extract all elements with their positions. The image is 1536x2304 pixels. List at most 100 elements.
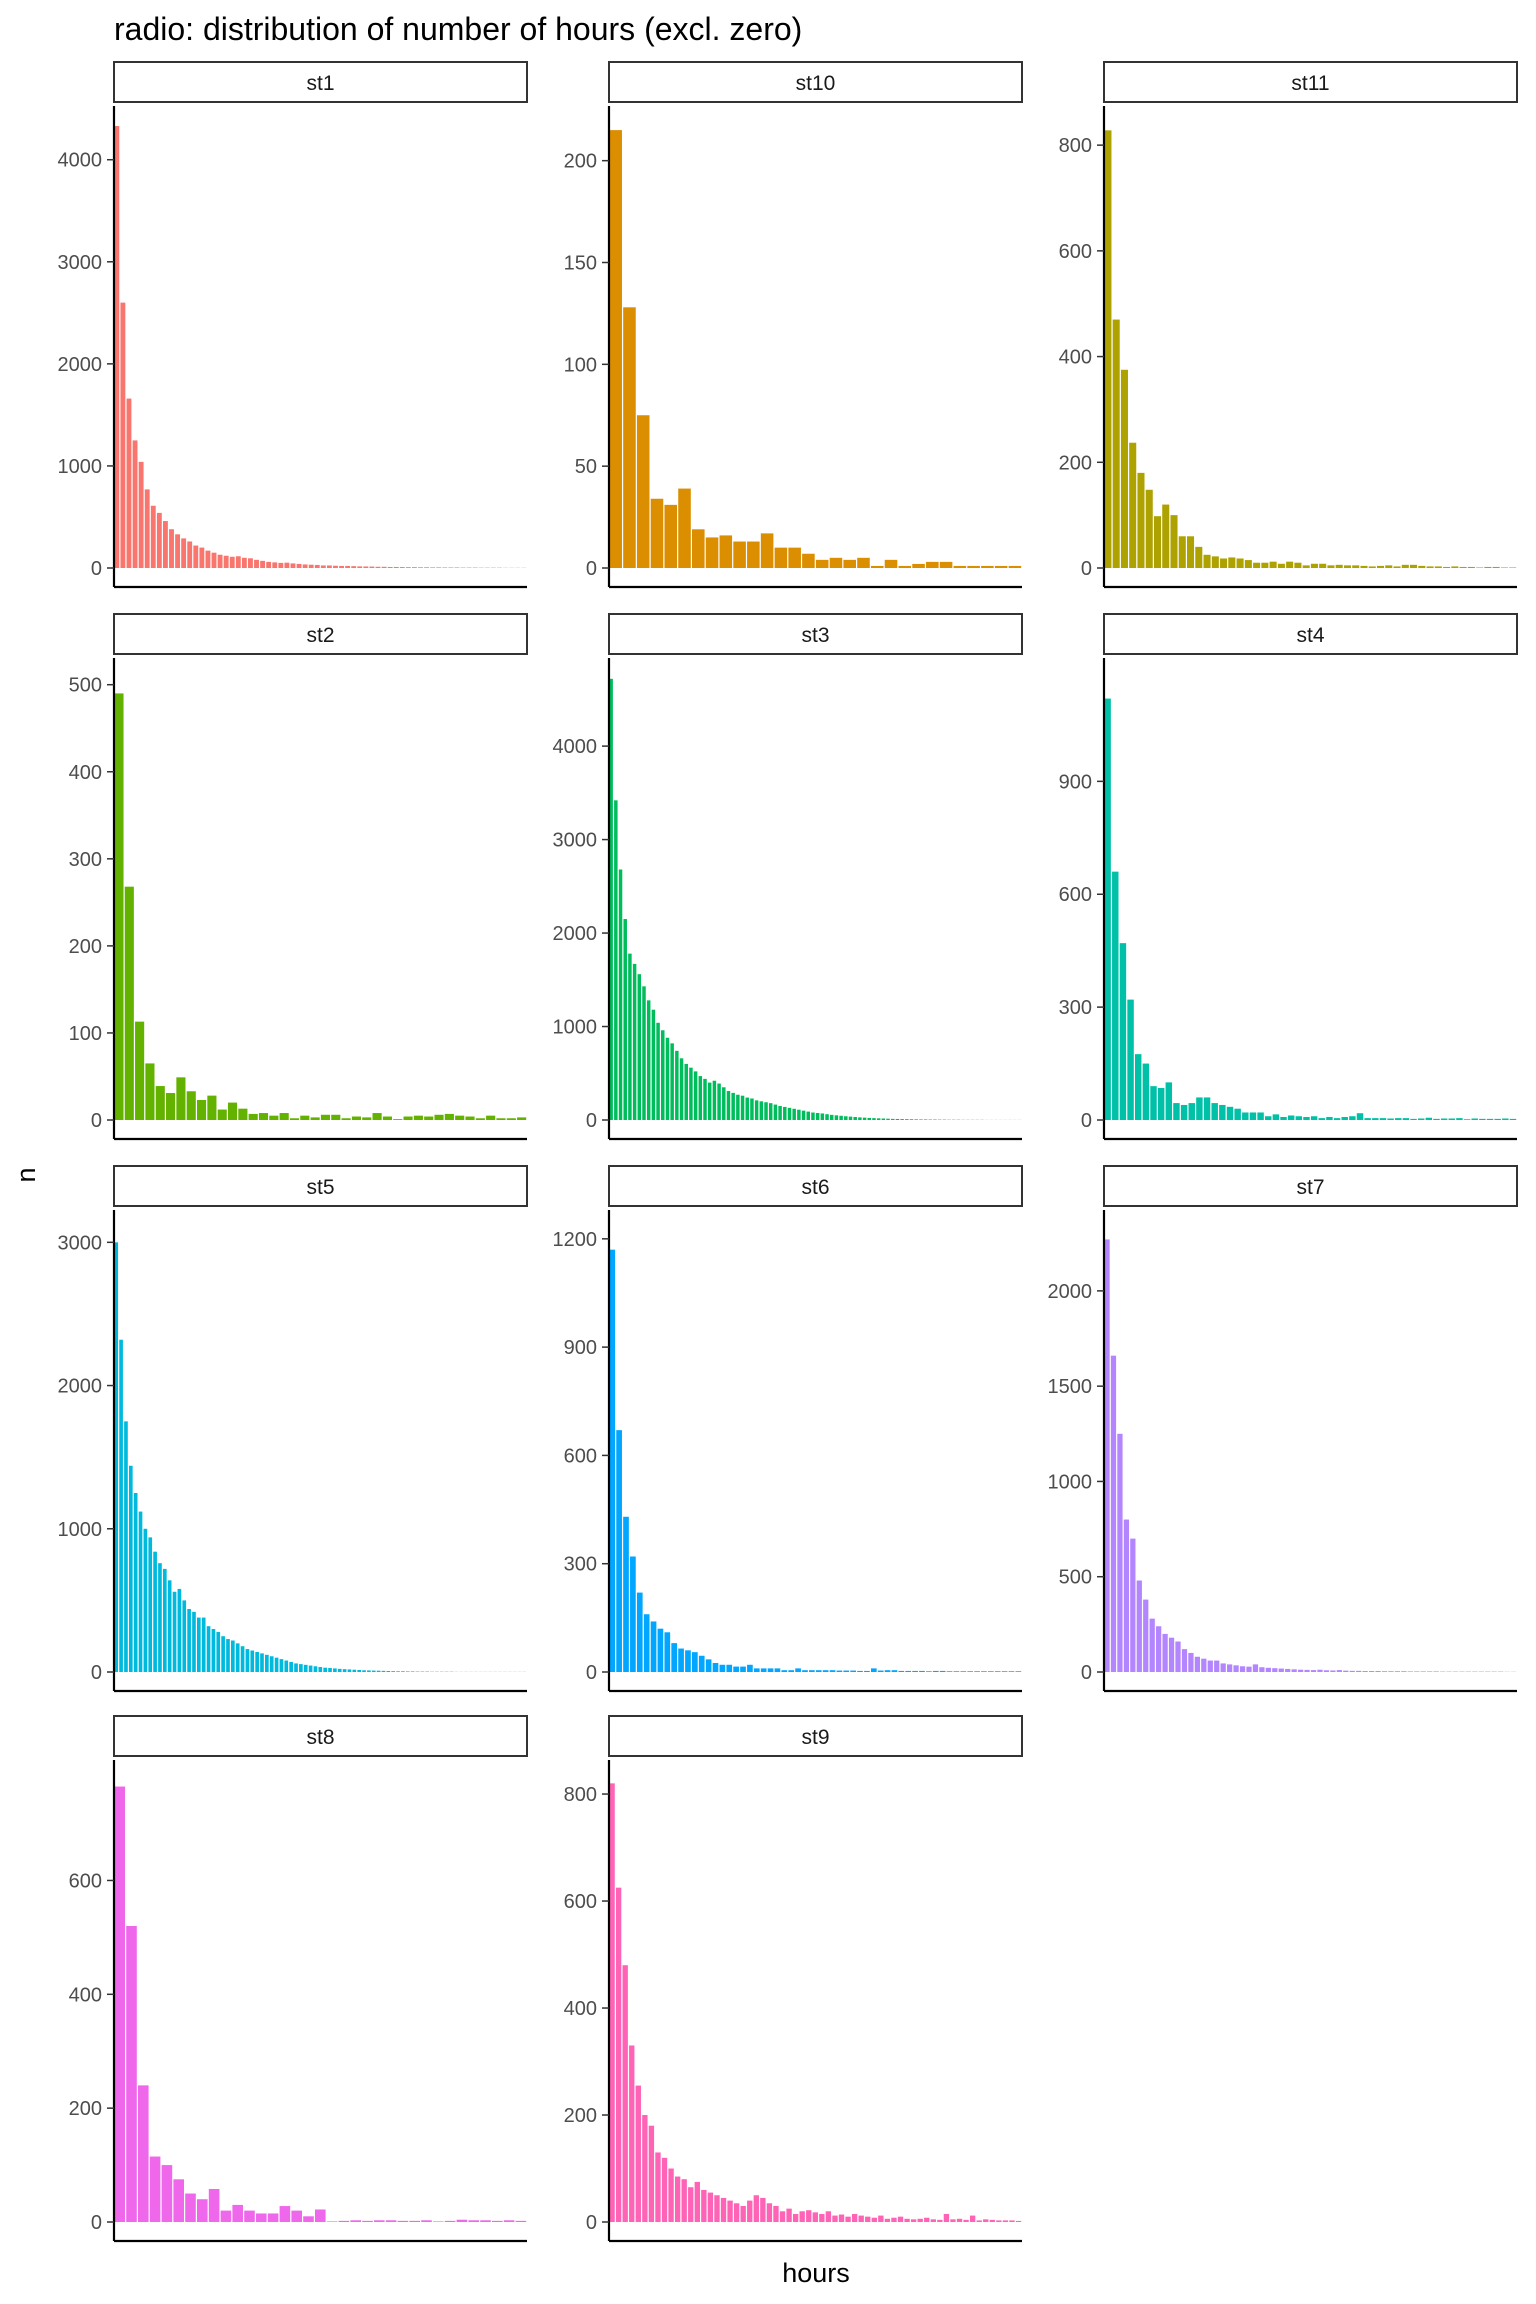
bar	[1149, 1618, 1155, 1672]
bar	[1402, 1118, 1410, 1120]
bar	[279, 1113, 289, 1120]
y-tick-label: 0	[91, 1110, 102, 1132]
bar	[133, 1492, 138, 1672]
y-tick-label: 2000	[58, 354, 103, 376]
bar	[773, 1104, 778, 1120]
bar	[143, 1528, 148, 1672]
bar	[1207, 1660, 1213, 1672]
bar	[740, 2205, 746, 2222]
bar	[1401, 1671, 1407, 1672]
bar	[692, 529, 705, 568]
bar	[1479, 1118, 1486, 1120]
bar	[424, 1116, 434, 1120]
bar	[1195, 546, 1203, 568]
bar	[773, 2205, 779, 2222]
bar	[468, 2220, 479, 2222]
bar	[456, 2219, 468, 2222]
bar	[156, 512, 162, 568]
bar	[405, 1671, 410, 1672]
bar	[1327, 565, 1335, 568]
bar	[858, 1117, 862, 1120]
bar	[1236, 558, 1244, 568]
bar	[820, 1113, 825, 1120]
bar	[1451, 566, 1459, 568]
bar	[712, 1080, 717, 1120]
bar	[870, 565, 884, 568]
y-tick-label: 1000	[58, 456, 103, 478]
bar	[175, 534, 181, 568]
bar	[932, 1670, 939, 1672]
bar	[331, 1114, 341, 1120]
bar	[318, 1666, 323, 1672]
bar	[609, 130, 622, 569]
bar	[953, 565, 967, 568]
bar	[1362, 1671, 1368, 1672]
bar	[1112, 871, 1119, 1120]
bar	[1394, 1671, 1401, 1672]
bar	[391, 1671, 396, 1672]
bar	[138, 1511, 143, 1672]
bar	[1226, 1106, 1234, 1120]
bar	[206, 1626, 211, 1672]
y-tick-label: 1000	[1048, 1471, 1093, 1493]
bar	[145, 1063, 155, 1120]
y-tick-label: 400	[1059, 347, 1092, 369]
bar	[199, 547, 205, 568]
bar	[1417, 1118, 1425, 1120]
y-tick-label: 600	[564, 1445, 597, 1467]
bar	[269, 1656, 274, 1672]
bar	[1249, 1112, 1257, 1120]
bar	[862, 1117, 867, 1120]
y-tick-label: 600	[1059, 241, 1092, 263]
bar	[637, 974, 642, 1120]
y-tick-label: 400	[69, 1984, 102, 2006]
bar	[870, 1668, 877, 1672]
bar	[1127, 999, 1134, 1120]
bar	[681, 2179, 687, 2222]
bar	[865, 2216, 871, 2222]
bar	[240, 1646, 245, 1672]
bar	[670, 1043, 674, 1120]
bar	[448, 567, 454, 568]
y-tick-label: 0	[586, 1110, 597, 1132]
bar	[937, 2219, 943, 2222]
panel-st6: st6 0 300 600 900 1200	[553, 1165, 1023, 1693]
bar	[357, 1669, 361, 1672]
bar	[486, 1115, 496, 1120]
bar	[1335, 564, 1343, 568]
bar	[844, 1116, 848, 1120]
bar	[909, 1119, 914, 1120]
bar	[1463, 1119, 1471, 1120]
bar	[302, 564, 308, 568]
bar	[1291, 1669, 1297, 1672]
panel-st9: st9 0 200 400 600 800	[564, 1715, 1023, 2243]
y-tick-label: 0	[1081, 1662, 1092, 1684]
bar	[839, 1115, 843, 1120]
bar	[609, 678, 613, 1120]
bar	[503, 2220, 515, 2222]
bar	[124, 886, 134, 1120]
bar	[1253, 562, 1261, 568]
panel-st1: st1 0 1000 2000 3000 4000	[58, 61, 528, 589]
bar	[779, 2211, 786, 2222]
bar	[753, 2195, 759, 2222]
bar	[987, 1671, 994, 1672]
bar	[1349, 1670, 1355, 1672]
bar	[1440, 1118, 1448, 1120]
bar	[289, 1661, 293, 1672]
bar	[248, 558, 253, 568]
bar	[745, 1097, 749, 1120]
bar	[266, 561, 272, 568]
panel-st8: st8 0 200 400 600	[69, 1715, 528, 2243]
bar	[1214, 1660, 1220, 1672]
bar	[1277, 563, 1285, 568]
bar	[1170, 515, 1178, 568]
bar	[135, 1021, 145, 1120]
bar	[788, 547, 801, 568]
bar	[1104, 698, 1111, 1120]
bar	[692, 1652, 698, 1672]
bar	[401, 1671, 405, 1672]
bar	[119, 1339, 123, 1672]
bar	[409, 2220, 420, 2222]
